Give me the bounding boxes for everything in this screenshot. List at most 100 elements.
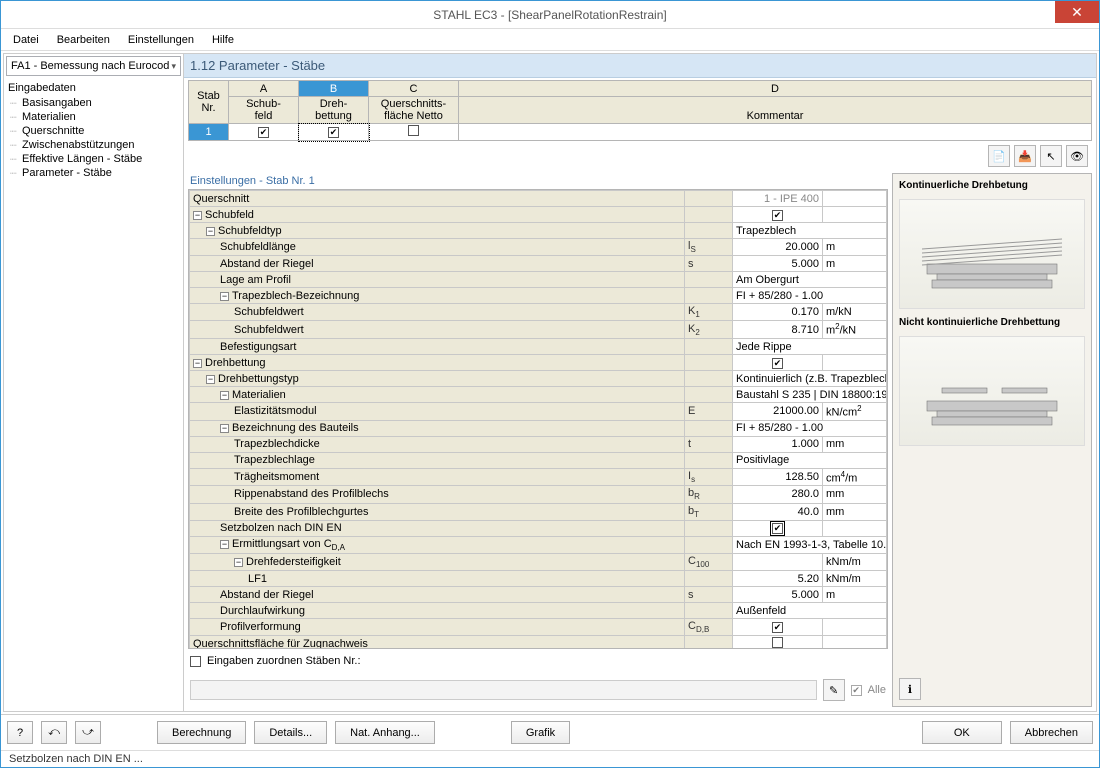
tree-node[interactable]: Parameter - Stäbe: [8, 166, 179, 180]
menu-edit[interactable]: Bearbeiten: [49, 32, 118, 48]
prop-value[interactable]: 1.000: [733, 436, 823, 452]
prop-label[interactable]: Querschnitt: [190, 191, 685, 207]
calc-button[interactable]: Berechnung: [157, 721, 246, 744]
prop-value[interactable]: [733, 355, 823, 371]
tree-node[interactable]: Querschnitte: [8, 124, 179, 138]
prop-text[interactable]: Am Obergurt: [733, 272, 887, 288]
prop-value[interactable]: [733, 207, 823, 223]
ok-button[interactable]: OK: [922, 721, 1002, 744]
prop-value[interactable]: 0.170: [733, 304, 823, 321]
grafik-button[interactable]: Grafik: [511, 721, 570, 744]
prop-text[interactable]: Baustahl S 235 | DIN 18800:1990-11: [733, 387, 887, 403]
prop-label[interactable]: Durchlaufwirkung: [190, 603, 685, 619]
prop-label[interactable]: Abstand der Riegel: [190, 587, 685, 603]
prop-label[interactable]: Trapezblechdicke: [190, 436, 685, 452]
row-header[interactable]: 1: [189, 124, 229, 141]
prop-text[interactable]: FI + 85/280 - 1.00: [733, 420, 887, 436]
titlebar: STAHL EC3 - [ShearPanelRotationRestrain]…: [1, 1, 1099, 29]
prop-value[interactable]: [733, 619, 823, 636]
prop-label[interactable]: −Materialien: [190, 387, 685, 403]
pick-members-icon[interactable]: ✎: [823, 679, 845, 701]
pick-icon[interactable]: ↖: [1040, 145, 1062, 167]
prop-value[interactable]: [733, 520, 823, 536]
prop-value[interactable]: 21000.00: [733, 403, 823, 421]
prop-text[interactable]: FI + 85/280 - 1.00: [733, 288, 887, 304]
prop-label[interactable]: −Drehbettung: [190, 355, 685, 371]
help-button[interactable]: ?: [7, 721, 33, 744]
prop-text[interactable]: Kontinuierlich (z.B. Trapezblech): [733, 371, 887, 387]
info-icon[interactable]: ℹ: [899, 678, 921, 700]
prop-label[interactable]: Querschnittsfläche für Zugnachweis: [190, 636, 685, 649]
prop-label[interactable]: Elastizitätsmodul: [190, 403, 685, 421]
prop-label[interactable]: Rippenabstand des Profilblechs: [190, 486, 685, 503]
prop-value[interactable]: 128.50: [733, 468, 823, 486]
prop-text[interactable]: Jede Rippe: [733, 339, 887, 355]
prop-value[interactable]: 20.000: [733, 239, 823, 256]
prev-button[interactable]: ⤺: [41, 721, 67, 744]
prop-value[interactable]: 5.000: [733, 587, 823, 603]
next-button[interactable]: ⤻: [75, 721, 101, 744]
prop-label[interactable]: −Drehfedersteifigkeit: [190, 553, 685, 570]
tree-node[interactable]: Materialien: [8, 110, 179, 124]
assign-checkbox[interactable]: [190, 656, 201, 667]
load-case-combo[interactable]: FA1 - Bemessung nach Eurocod ▾: [6, 56, 181, 76]
tree-node[interactable]: Effektive Längen - Stäbe: [8, 152, 179, 166]
prop-value[interactable]: [733, 553, 823, 570]
tree-root[interactable]: Eingabedaten: [8, 80, 179, 96]
prop-text[interactable]: Positivlage: [733, 452, 887, 468]
prop-value[interactable]: 5.20: [733, 571, 823, 587]
prop-label[interactable]: −Bezeichnung des Bauteils: [190, 420, 685, 436]
close-button[interactable]: ✕: [1055, 1, 1099, 23]
prop-unit: [823, 636, 887, 649]
prop-value[interactable]: 1 - IPE 400: [733, 191, 823, 207]
cell-kommentar[interactable]: [459, 124, 1092, 141]
details-button[interactable]: Details...: [254, 721, 327, 744]
tree-node[interactable]: Zwischenabstützungen: [8, 138, 179, 152]
nat-annex-button[interactable]: Nat. Anhang...: [335, 721, 435, 744]
import-excel-icon[interactable]: 📥: [1014, 145, 1036, 167]
assign-input[interactable]: [190, 680, 817, 700]
prop-label[interactable]: −Ermittlungsart von CD,A: [190, 536, 685, 553]
prop-label[interactable]: −Schubfeld: [190, 207, 685, 223]
prop-label[interactable]: Schubfeldwert: [190, 321, 685, 339]
prop-label[interactable]: Trapezblechlage: [190, 452, 685, 468]
prop-label[interactable]: Breite des Profilblechgurtes: [190, 503, 685, 520]
menu-settings[interactable]: Einstellungen: [120, 32, 202, 48]
prop-label[interactable]: Setzbolzen nach DIN EN: [190, 520, 685, 536]
view-icon[interactable]: 👁: [1066, 145, 1088, 167]
prop-label[interactable]: LF1: [190, 571, 685, 587]
prop-label[interactable]: Schubfeldlänge: [190, 239, 685, 256]
prop-label[interactable]: Befestigungsart: [190, 339, 685, 355]
prop-label[interactable]: Lage am Profil: [190, 272, 685, 288]
prop-text[interactable]: Trapezblech: [733, 223, 887, 239]
members-grid[interactable]: StabNr. A B C D Schub-feld Dreh-bettung …: [188, 80, 1092, 141]
cancel-button[interactable]: Abbrechen: [1010, 721, 1093, 744]
cell-schubfeld[interactable]: [229, 124, 299, 141]
prop-value[interactable]: [733, 636, 823, 649]
prop-value[interactable]: 5.000: [733, 256, 823, 272]
prop-unit: [823, 619, 887, 636]
cell-netto[interactable]: [369, 124, 459, 141]
prop-label[interactable]: Profilverformung: [190, 619, 685, 636]
prop-value[interactable]: 40.0: [733, 503, 823, 520]
export-excel-icon[interactable]: 📄: [988, 145, 1010, 167]
prop-text[interactable]: Außenfeld: [733, 603, 887, 619]
prop-value[interactable]: 8.710: [733, 321, 823, 339]
prop-unit: [823, 520, 887, 536]
prop-label[interactable]: Abstand der Riegel: [190, 256, 685, 272]
prop-text[interactable]: Nach EN 1993-1-3, Tabelle 10.3: [733, 536, 887, 553]
prop-label[interactable]: −Schubfeldtyp: [190, 223, 685, 239]
prop-value[interactable]: 280.0: [733, 486, 823, 503]
prop-label[interactable]: −Trapezblech-Bezeichnung: [190, 288, 685, 304]
menu-file[interactable]: Datei: [5, 32, 47, 48]
tree-node[interactable]: Basisangaben: [8, 96, 179, 110]
prop-label[interactable]: −Drehbettungstyp: [190, 371, 685, 387]
cell-drehbettung[interactable]: [299, 124, 369, 141]
menu-help[interactable]: Hilfe: [204, 32, 242, 48]
prop-label[interactable]: Schubfeldwert: [190, 304, 685, 321]
nav-tree[interactable]: Eingabedaten BasisangabenMaterialienQuer…: [4, 78, 183, 711]
property-grid[interactable]: Querschnitt 1 - IPE 400 −Schubfeld−Schubfe…: [188, 189, 888, 649]
prop-symbol: [685, 272, 733, 288]
all-checkbox[interactable]: [851, 685, 862, 696]
prop-label[interactable]: Trägheitsmoment: [190, 468, 685, 486]
